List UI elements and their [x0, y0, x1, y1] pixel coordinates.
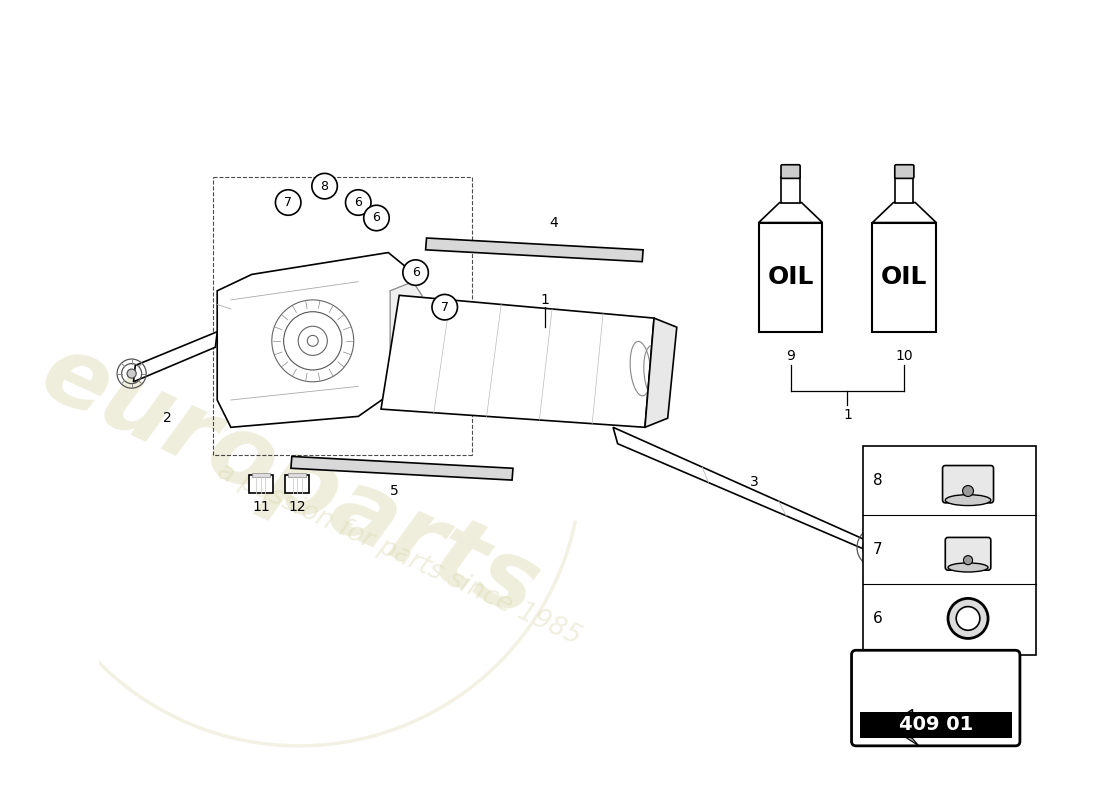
Text: 8: 8 [320, 180, 329, 193]
Circle shape [311, 174, 338, 199]
Circle shape [364, 206, 389, 230]
Text: 5: 5 [390, 484, 399, 498]
Circle shape [345, 190, 371, 215]
FancyBboxPatch shape [894, 165, 914, 178]
Text: 7: 7 [441, 301, 449, 314]
Circle shape [874, 545, 880, 550]
FancyBboxPatch shape [851, 650, 1020, 746]
Text: europarts: europarts [26, 326, 553, 638]
FancyBboxPatch shape [945, 538, 991, 570]
Text: 4: 4 [550, 215, 559, 230]
Text: 6: 6 [411, 266, 419, 279]
Text: 6: 6 [354, 196, 362, 209]
Text: 2: 2 [163, 411, 172, 426]
Polygon shape [890, 710, 947, 738]
Polygon shape [290, 457, 513, 480]
Circle shape [962, 486, 974, 497]
Polygon shape [872, 202, 936, 222]
Bar [252, 473, 270, 478]
Text: 11: 11 [252, 500, 270, 514]
Text: 1: 1 [843, 407, 851, 422]
Text: OIL: OIL [768, 265, 814, 289]
Polygon shape [890, 724, 918, 746]
Text: a passion for parts since 1985: a passion for parts since 1985 [213, 458, 585, 650]
Circle shape [956, 606, 980, 630]
FancyBboxPatch shape [943, 466, 993, 503]
Bar [781, 177, 800, 202]
Ellipse shape [945, 494, 991, 506]
Circle shape [432, 294, 458, 320]
Text: 12: 12 [288, 500, 306, 514]
Polygon shape [426, 238, 644, 262]
FancyBboxPatch shape [781, 165, 800, 178]
Polygon shape [381, 295, 654, 427]
FancyBboxPatch shape [249, 474, 273, 493]
Text: 7: 7 [284, 196, 293, 209]
Text: 409 01: 409 01 [899, 715, 972, 734]
Text: 6: 6 [873, 611, 883, 626]
Text: OIL: OIL [881, 265, 927, 289]
Circle shape [128, 369, 136, 378]
FancyBboxPatch shape [286, 474, 309, 493]
Text: 1: 1 [540, 293, 549, 307]
Polygon shape [390, 282, 422, 391]
Circle shape [948, 598, 988, 638]
Bar [895, 177, 913, 202]
Text: 7: 7 [873, 542, 882, 557]
Bar [864, 446, 1036, 655]
Bar [288, 473, 307, 478]
Polygon shape [217, 253, 412, 427]
Polygon shape [645, 318, 676, 427]
Bar [759, 222, 823, 332]
Polygon shape [913, 730, 954, 737]
Text: 3: 3 [750, 475, 759, 489]
Ellipse shape [948, 563, 988, 572]
Circle shape [403, 260, 428, 286]
Text: 8: 8 [873, 473, 882, 487]
Text: 9: 9 [786, 350, 795, 363]
Text: 10: 10 [895, 350, 913, 363]
Bar [860, 712, 1012, 738]
Polygon shape [613, 427, 877, 554]
Circle shape [964, 556, 972, 565]
Polygon shape [759, 202, 823, 222]
Circle shape [275, 190, 301, 215]
Text: 6: 6 [373, 211, 381, 225]
Polygon shape [133, 332, 217, 382]
Bar [872, 222, 936, 332]
